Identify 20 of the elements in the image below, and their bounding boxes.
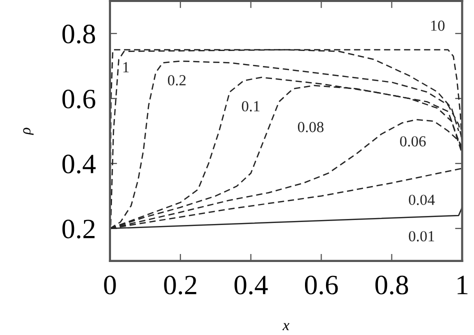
y-axis-title: ρ	[23, 128, 34, 136]
x-tick-label: 0.4	[234, 276, 268, 295]
series-label: 0.1	[242, 101, 260, 112]
x-tick-label: 0.6	[304, 276, 338, 295]
x-tick-label: 0.8	[375, 276, 408, 295]
y-tick-label: 0.4	[62, 154, 96, 174]
x-tick-label: 0.2	[164, 276, 196, 295]
series-label: 0.2	[168, 75, 186, 86]
x-axis-title: x	[282, 323, 290, 330]
series-label: 0.06	[400, 136, 426, 147]
series-label: 0.08	[298, 122, 324, 132]
y-tick-label: 0.8	[62, 24, 96, 44]
y-tick-label: 0.2	[62, 220, 95, 239]
x-tick-label: 0	[104, 276, 116, 294]
series-label: 0.01	[408, 231, 434, 242]
y-tick-label: 0.6	[62, 90, 96, 109]
series-label: 0.04	[408, 194, 435, 206]
series-label: 1	[123, 62, 129, 72]
series-label: 10	[431, 20, 445, 31]
x-tick-label: 1	[458, 276, 468, 294]
